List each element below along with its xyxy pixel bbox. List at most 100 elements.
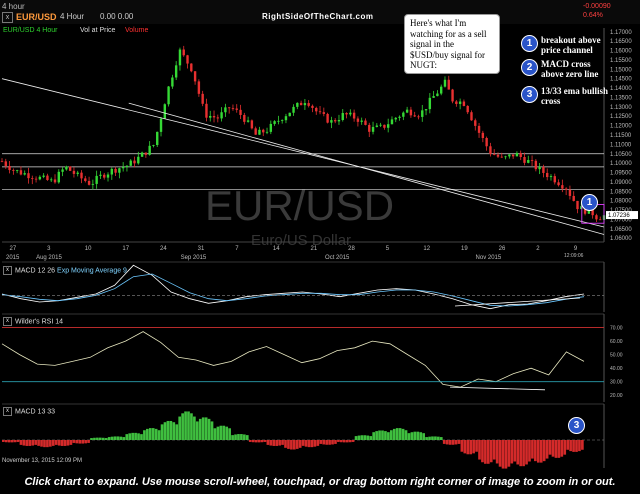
macd2-histogram-bar <box>196 421 199 440</box>
macd2-histogram-bar <box>434 436 437 440</box>
candle-body <box>280 120 284 122</box>
y-tick-label: 1.13000 <box>610 105 632 111</box>
macd2-histogram-bar <box>398 428 402 440</box>
macd2-histogram-bar <box>351 440 355 442</box>
close-box[interactable]: x <box>2 12 13 23</box>
macd2-histogram-bar <box>237 434 240 440</box>
candle-body <box>121 167 125 169</box>
macd2-histogram-bar <box>478 440 481 460</box>
macd2-histogram-bar <box>404 430 408 440</box>
candle-body <box>322 112 326 114</box>
macd2-histogram-bar <box>410 432 414 440</box>
macd2-histogram-bar <box>122 437 126 440</box>
macd2-histogram-bar <box>140 434 143 440</box>
candle-body <box>27 173 30 179</box>
macd2-histogram-bar <box>134 432 137 440</box>
macd-label: x MACD 12 26 Exp Moving Average 9 <box>3 266 127 275</box>
macd2-histogram-bar <box>342 440 346 443</box>
candle-body <box>8 166 11 171</box>
x-month-label: 2015 <box>6 255 20 261</box>
candle-body <box>38 176 42 180</box>
rsi-tick-label: 70.00 <box>610 326 623 332</box>
macd2-histogram-bar <box>275 440 279 446</box>
candle-body <box>84 178 87 181</box>
candle-body <box>595 215 598 220</box>
timeframe-label: 4 Hour <box>60 12 85 21</box>
macd2-histogram-bar <box>495 440 499 464</box>
marker-2-icon: 2 <box>521 59 538 76</box>
macd2-histogram-bar <box>157 430 161 440</box>
macd-pane <box>1 261 605 312</box>
candle-body <box>76 172 79 174</box>
candle-body <box>235 108 238 110</box>
candle-body <box>557 182 560 186</box>
candle-body <box>273 121 276 124</box>
macd2-histogram-bar <box>498 440 502 467</box>
chart-marker-3-icon: 3 <box>568 417 585 434</box>
macd2-histogram-bar <box>557 440 561 458</box>
candle-body <box>447 79 450 90</box>
macd2-histogram-bar <box>146 428 149 440</box>
price-channel <box>1 78 605 235</box>
x-tick-label: 2 <box>536 246 540 252</box>
macd2-histogram-bar <box>137 433 140 440</box>
candle-body <box>216 117 220 119</box>
x-tick-label: 12 <box>423 246 430 252</box>
macd2-histogram-bar <box>101 437 105 440</box>
candle-body <box>0 161 4 163</box>
item-3-text: 13/33 ema bullish cross <box>541 86 609 106</box>
candle-body <box>288 112 291 117</box>
macd2-histogram-bar <box>548 440 552 455</box>
rsi-tick-label: 50.00 <box>610 353 623 359</box>
macd2-histogram-bar <box>166 420 170 440</box>
macd2-histogram-bar <box>2 440 5 442</box>
macd-close-box[interactable]: x <box>3 266 12 275</box>
macd2-histogram-bar <box>545 440 549 459</box>
macd2-histogram-bar <box>489 440 493 463</box>
macd2-histogram-bar <box>348 440 352 443</box>
macd2-histogram-bar <box>293 440 296 450</box>
candle-body <box>103 174 106 178</box>
timeframe-chip[interactable]: 4 hour <box>2 2 25 11</box>
macd2-histogram-bar <box>569 440 572 452</box>
macd2-histogram-bar <box>492 440 496 460</box>
macd2-histogram-bar <box>454 440 458 445</box>
quote-change: -0.00090 <box>583 3 611 10</box>
macd2-histogram-bar <box>51 440 55 446</box>
candle-body <box>269 123 273 132</box>
macd2-histogram-bar <box>187 411 190 440</box>
macd2-histogram-bar <box>310 440 314 448</box>
candle-body <box>485 137 488 147</box>
macd2-histogram-bar <box>384 431 387 440</box>
macd2-histogram-bar <box>381 430 384 440</box>
candle-body <box>99 174 102 176</box>
symbol-label[interactable]: EUR/USD <box>16 12 57 22</box>
macd2-histogram-bar <box>331 440 334 445</box>
candle-body <box>148 145 151 155</box>
rsi-close-box[interactable]: x <box>3 317 12 326</box>
macd2-histogram-bar <box>90 438 93 440</box>
candle-body <box>137 156 140 164</box>
macd2-histogram-bar <box>175 424 179 440</box>
x-month-label: Aug 2015 <box>36 255 62 261</box>
candle-body <box>568 189 572 196</box>
macd2-close-box[interactable]: x <box>3 407 12 416</box>
macd2-histogram-bar <box>301 440 305 446</box>
macd2-histogram-bar <box>93 437 96 440</box>
macd2-histogram-bar <box>190 413 193 440</box>
candle-body <box>163 104 167 119</box>
macd2-histogram-bar <box>10 440 14 443</box>
candle-body <box>186 55 189 64</box>
candle-body <box>428 97 432 110</box>
macd2-histogram-bar <box>13 440 17 443</box>
macd2-histogram-bar <box>19 440 23 445</box>
x-month-label: Sep 2015 <box>181 255 207 261</box>
candle-body <box>333 120 337 122</box>
macd2-histogram-bar <box>251 440 255 443</box>
price-readout: 0.00 0.00 <box>100 12 134 21</box>
macd2-histogram-bar <box>240 434 243 440</box>
candle-body <box>209 115 212 118</box>
x-tick-label: 19 <box>461 246 468 252</box>
macd2-histogram-bar <box>345 440 349 443</box>
candle-body <box>337 120 341 122</box>
